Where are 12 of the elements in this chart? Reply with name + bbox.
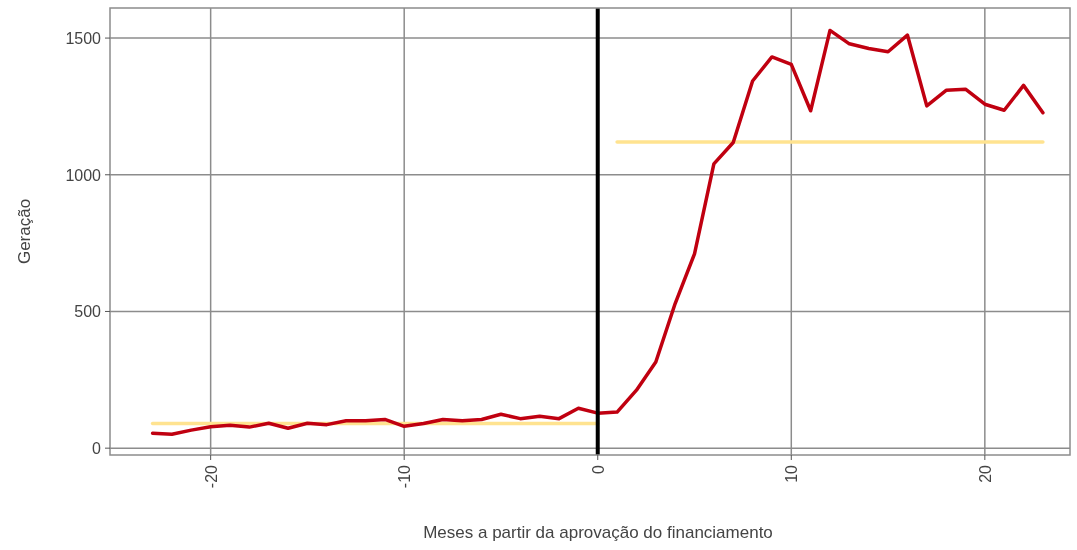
y-tick-label: 1500 <box>65 30 102 48</box>
x-tick-label: 0 <box>589 464 607 474</box>
x-tick-label: -20 <box>202 464 220 489</box>
y-tick-label: 500 <box>74 303 102 321</box>
y-tick-label: 0 <box>92 440 102 458</box>
line-series <box>150 28 1045 436</box>
x-tick-label: 10 <box>783 464 801 483</box>
y-axis-title: Geração <box>15 198 34 265</box>
x-tick-label: 20 <box>976 464 994 483</box>
x-tick-label: -10 <box>396 464 414 489</box>
x-axis-title: Meses a partir da aprovação do financiamento <box>423 523 773 542</box>
y-tick-label: 1000 <box>65 166 102 184</box>
